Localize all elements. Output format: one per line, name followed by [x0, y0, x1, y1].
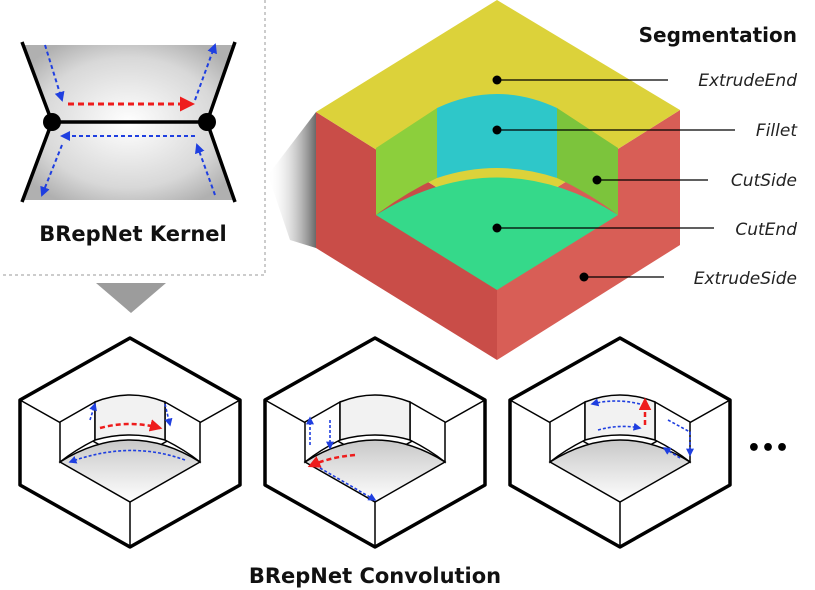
cube1-blue-arrow [89, 402, 97, 421]
kernel-panel-border [0, 0, 266, 276]
kernel-label: BRepNet Kernel [39, 222, 227, 246]
cube2-blue-arrow [319, 467, 377, 501]
extrude-side-dot [579, 272, 589, 282]
class-label-fillet: Fillet [756, 121, 798, 141]
extrude-side-right [497, 110, 680, 360]
convolution-cube-3 [508, 336, 732, 549]
cube2-red-arrow [307, 453, 356, 468]
cube1-blue-arrow [164, 403, 173, 427]
fillet-dot [492, 125, 502, 135]
cube3-blue-arrow [597, 422, 642, 431]
down-triangle-icon [96, 283, 166, 313]
cube1-blue-arrow [68, 449, 186, 464]
convolution-cube-2 [263, 336, 487, 549]
cut-side-dot [592, 175, 602, 185]
cut-end-dot [492, 223, 502, 233]
kernel-vertex-right [198, 113, 216, 131]
fillet-face [437, 94, 557, 178]
kernel-panel: BRepNet Kernel [0, 0, 266, 276]
ellipsis: ••• [747, 436, 789, 461]
cube-shadow [268, 112, 316, 248]
segmentation-leaders [492, 75, 735, 282]
convolution-cubes [18, 336, 732, 549]
class-label-cut-side: CutSide [731, 171, 797, 191]
kernel-blue-arrows [40, 43, 217, 197]
cut-end-face [376, 177, 618, 290]
cube3-blue-arrow [662, 447, 681, 459]
convolution-label: BRepNet Convolution [249, 564, 501, 588]
kernel-vertex-left [43, 113, 61, 131]
extrude-side-left [316, 112, 497, 360]
class-label-cut-end: CutEnd [735, 220, 797, 240]
class-label-extrude-end: ExtrudeEnd [698, 71, 797, 91]
segmentation-cube [268, 0, 680, 360]
segmentation-legend: ExtrudeEnd Fillet CutSide CutEnd Extrude… [694, 71, 799, 289]
segmentation-title: Segmentation [639, 23, 797, 47]
class-label-extrude-side: ExtrudeSide [694, 269, 797, 289]
cut-side-left [376, 108, 437, 215]
cut-side-right [557, 108, 618, 215]
cube3-blue-arrow [667, 419, 694, 457]
convolution-cube-1 [18, 336, 242, 549]
extrude-end-dot [492, 75, 502, 85]
